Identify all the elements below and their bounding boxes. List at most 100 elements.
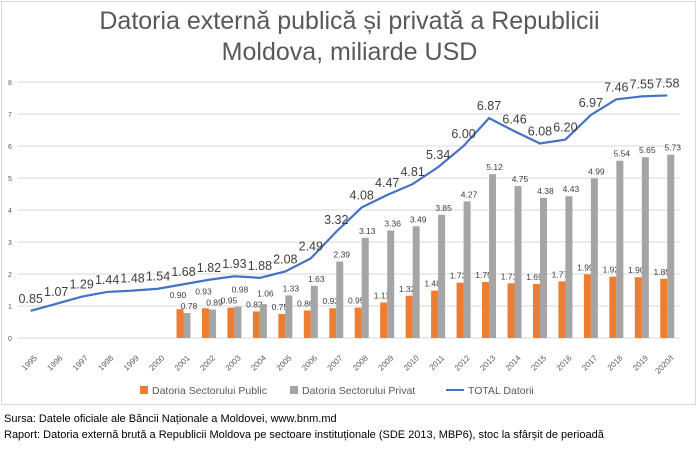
bar-private bbox=[259, 304, 267, 338]
x-tick-label: 2004 bbox=[249, 353, 268, 372]
line-total-label: 4.08 bbox=[350, 188, 374, 202]
bar-private bbox=[641, 157, 649, 338]
bar-private-label: 0.98 bbox=[232, 285, 249, 295]
line-total-label: 2.08 bbox=[273, 252, 297, 266]
bar-public-label: 1.75 bbox=[475, 270, 492, 280]
x-tick-label: 2019 bbox=[631, 353, 650, 372]
bar-private bbox=[361, 237, 369, 338]
bar-private bbox=[387, 230, 395, 338]
x-tick-label: 2018 bbox=[606, 353, 625, 372]
bar-public bbox=[405, 295, 413, 338]
x-tick-label: 2013 bbox=[478, 353, 497, 372]
line-total-label: 3.32 bbox=[324, 213, 348, 227]
bar-public bbox=[609, 276, 617, 338]
bar-private-label: 0.89 bbox=[206, 298, 223, 308]
x-tick-label: 1999 bbox=[122, 353, 141, 372]
x-tick-label: 2010 bbox=[402, 353, 421, 372]
bar-private bbox=[565, 196, 573, 338]
bar-public bbox=[532, 283, 540, 338]
x-tick-label: 2003 bbox=[224, 353, 243, 372]
bar-private bbox=[514, 186, 522, 338]
source-note: Sursa: Datele oficiale ale Băncii Națion… bbox=[4, 413, 337, 425]
bar-public-label: 0.95 bbox=[221, 296, 238, 306]
bar-private-label: 5.65 bbox=[639, 145, 656, 155]
bar-private bbox=[539, 197, 547, 338]
bar-private bbox=[438, 214, 446, 338]
x-tick-label: 2007 bbox=[326, 353, 345, 372]
y-tick-label: 2 bbox=[8, 272, 12, 279]
y-tick-label: 8 bbox=[8, 80, 12, 87]
line-total-label: 4.47 bbox=[375, 176, 399, 190]
bar-private bbox=[234, 306, 242, 338]
bar-public-label: 0.75 bbox=[272, 302, 289, 312]
line-total-label: 1.88 bbox=[248, 259, 272, 273]
bar-private bbox=[463, 201, 471, 338]
bar-private bbox=[616, 160, 624, 338]
bar-private-label: 4.75 bbox=[512, 174, 529, 184]
y-tick-label: 5 bbox=[8, 176, 12, 183]
bar-private-label: 5.73 bbox=[664, 143, 681, 153]
title-line-1: Datoria externă publică și privată a Rep… bbox=[99, 7, 600, 35]
x-tick-label: 2000 bbox=[147, 353, 166, 372]
bar-public bbox=[303, 310, 311, 338]
legend-label: TOTAL Datorii bbox=[468, 385, 534, 397]
bar-public-label: 1.32 bbox=[399, 284, 416, 294]
line-total-label: 7.58 bbox=[655, 76, 679, 90]
line-total-label: 4.81 bbox=[400, 165, 424, 179]
x-tick-label: 1997 bbox=[71, 353, 90, 372]
x-tick-label: 2016 bbox=[555, 353, 574, 372]
bar-public bbox=[583, 274, 591, 338]
line-total-label: 1.29 bbox=[69, 278, 93, 292]
bar-private bbox=[208, 309, 216, 338]
bar-public-label: 0.90 bbox=[170, 290, 187, 300]
line-total-label: 6.00 bbox=[451, 127, 475, 141]
bar-public-label: 0.83 bbox=[246, 299, 263, 309]
x-tick-label: 2011 bbox=[428, 353, 447, 372]
bar-public bbox=[482, 282, 490, 338]
bar-public bbox=[354, 307, 362, 338]
bar-private-label: 5.54 bbox=[614, 149, 631, 159]
bar-private bbox=[285, 295, 293, 338]
bar-private-label: 4.27 bbox=[461, 189, 478, 199]
bar-public bbox=[380, 302, 388, 338]
bar-public-label: 1.48 bbox=[424, 279, 441, 289]
x-tick-label: 2006 bbox=[300, 353, 319, 372]
bar-private bbox=[183, 313, 191, 338]
bar-private-label: 2.39 bbox=[333, 250, 350, 260]
x-tick-label: 1995 bbox=[20, 353, 39, 372]
bar-private bbox=[489, 174, 497, 338]
bar-private bbox=[310, 285, 318, 338]
legend-label: Datoria Sectorului Privat bbox=[302, 385, 415, 397]
line-total-label: 1.44 bbox=[95, 273, 119, 287]
bar-private-label: 3.49 bbox=[410, 214, 427, 224]
line-total-label: 6.20 bbox=[553, 121, 577, 135]
bar-public bbox=[558, 281, 566, 338]
x-tick-label: 2005 bbox=[275, 353, 294, 372]
bar-public-label: 0.93 bbox=[195, 287, 212, 297]
x-tick-label: 2009 bbox=[376, 353, 395, 372]
y-tick-label: 6 bbox=[8, 144, 12, 151]
x-tick-label: 2008 bbox=[351, 353, 370, 372]
chart-title: Datoria externă publică și privată a Rep… bbox=[0, 6, 699, 68]
line-total-label: 1.68 bbox=[171, 265, 195, 279]
line-total-label: 6.08 bbox=[528, 124, 552, 138]
line-total-label: 7.55 bbox=[630, 77, 654, 91]
bar-private bbox=[667, 154, 675, 338]
y-tick-label: 4 bbox=[8, 208, 12, 215]
bar-public bbox=[252, 311, 260, 338]
bar-public-label: 1.11 bbox=[374, 290, 390, 300]
chart-frame bbox=[1, 1, 696, 405]
line-total-label: 7.46 bbox=[604, 80, 628, 94]
legend-swatch bbox=[140, 386, 148, 394]
bar-public-label: 1.92 bbox=[603, 265, 620, 275]
bar-public bbox=[431, 290, 439, 338]
bar-private bbox=[412, 226, 420, 338]
line-total-label: 1.93 bbox=[222, 257, 246, 271]
bar-public bbox=[660, 278, 668, 338]
bar-public-label: 1.99 bbox=[577, 262, 594, 272]
bar-private-label: 4.99 bbox=[588, 166, 605, 176]
bar-public bbox=[329, 308, 337, 338]
x-tick-label: 2012 bbox=[453, 353, 472, 372]
line-total bbox=[30, 94, 668, 312]
legend-label: Datoria Sectorului Public bbox=[152, 385, 267, 397]
